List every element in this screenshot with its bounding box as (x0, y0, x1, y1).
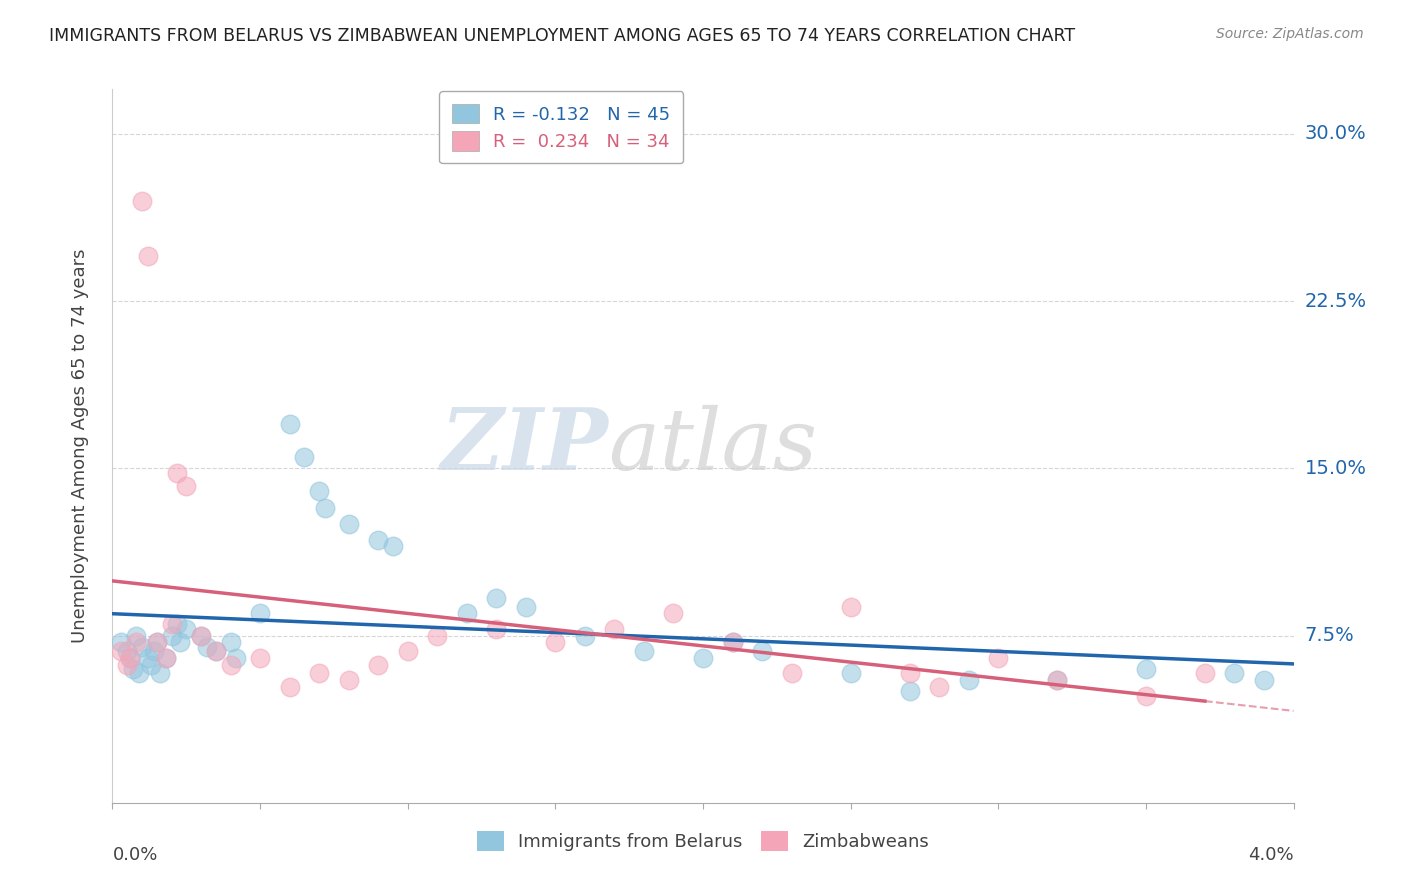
Point (278, 417, 301, 431)
Point (166, 466, 188, 480)
Text: 4.0%: 4.0% (1249, 846, 1294, 863)
Point (898, 684, 921, 698)
Point (205, 644, 228, 658)
Point (190, 628, 212, 642)
Point (485, 591, 508, 605)
Point (117, 657, 138, 672)
Point (155, 651, 177, 665)
Text: 30.0%: 30.0% (1305, 124, 1367, 144)
Y-axis label: Unemployment Among Ages 65 to 74 years: Unemployment Among Ages 65 to 74 years (70, 249, 89, 643)
Point (190, 628, 212, 642)
Point (149, 666, 172, 681)
Point (122, 662, 145, 676)
Point (1046, 673, 1069, 687)
Point (426, 628, 449, 642)
Legend: Immigrants from Belarus, Zimbabweans: Immigrants from Belarus, Zimbabweans (470, 823, 936, 858)
Text: 0.0%: 0.0% (112, 846, 157, 863)
Point (721, 635, 744, 649)
Point (456, 607, 478, 621)
Point (136, 249, 159, 264)
Text: 22.5%: 22.5% (1305, 292, 1367, 310)
Point (721, 635, 744, 649)
Point (160, 628, 183, 642)
Point (839, 599, 862, 614)
Point (1135, 689, 1157, 703)
Point (367, 533, 389, 547)
Point (219, 657, 242, 672)
Point (633, 644, 655, 658)
Text: ZIP: ZIP (440, 404, 609, 488)
Point (155, 651, 177, 665)
Point (136, 651, 159, 665)
Point (142, 644, 165, 658)
Point (662, 607, 685, 621)
Point (692, 651, 714, 665)
Point (225, 651, 247, 665)
Point (131, 194, 153, 208)
Point (278, 680, 301, 694)
Point (751, 644, 773, 658)
Point (485, 622, 508, 636)
Point (292, 450, 315, 464)
Point (125, 635, 148, 649)
Point (1253, 673, 1275, 687)
Point (515, 599, 537, 614)
Point (219, 635, 242, 649)
Point (110, 644, 132, 658)
Point (1194, 666, 1216, 681)
Point (169, 635, 191, 649)
Point (308, 666, 330, 681)
Point (337, 673, 360, 687)
Point (396, 644, 419, 658)
Point (120, 651, 142, 665)
Point (174, 479, 197, 493)
Point (1223, 666, 1246, 681)
Point (128, 666, 150, 681)
Point (928, 680, 950, 694)
Text: atlas: atlas (609, 405, 818, 487)
Point (117, 644, 138, 658)
Point (308, 483, 330, 498)
Point (574, 628, 596, 642)
Point (249, 607, 271, 621)
Point (146, 635, 169, 649)
Point (146, 635, 169, 649)
Point (839, 666, 862, 681)
Point (1135, 662, 1157, 676)
Point (367, 657, 389, 672)
Point (120, 651, 142, 665)
Point (166, 617, 188, 632)
Text: 7.5%: 7.5% (1305, 626, 1354, 645)
Point (337, 516, 360, 531)
Point (898, 666, 921, 681)
Point (987, 651, 1010, 665)
Point (249, 651, 271, 665)
Text: IMMIGRANTS FROM BELARUS VS ZIMBABWEAN UNEMPLOYMENT AMONG AGES 65 TO 74 YEARS COR: IMMIGRANTS FROM BELARUS VS ZIMBABWEAN UN… (49, 27, 1076, 45)
Point (382, 539, 405, 553)
Point (1046, 673, 1069, 687)
Point (544, 635, 567, 649)
Point (125, 628, 148, 642)
Text: 15.0%: 15.0% (1305, 458, 1367, 478)
Point (195, 640, 218, 654)
Point (957, 673, 980, 687)
Point (780, 666, 803, 681)
Point (174, 622, 197, 636)
Point (314, 501, 336, 516)
Point (603, 622, 626, 636)
Point (205, 644, 228, 658)
Text: Source: ZipAtlas.com: Source: ZipAtlas.com (1216, 27, 1364, 41)
Point (131, 640, 153, 654)
Point (139, 657, 162, 672)
Point (160, 617, 183, 632)
Point (110, 635, 132, 649)
